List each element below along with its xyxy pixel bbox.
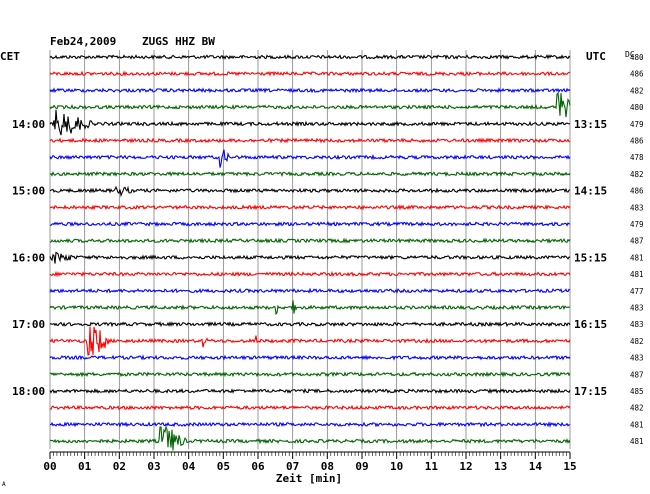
dc-offset: 481 (630, 253, 644, 262)
dc-offset: 479 (630, 220, 644, 229)
trace-11 (49, 237, 571, 244)
trace-15 (49, 300, 571, 316)
dc-label: DC (625, 50, 635, 59)
chart-date: Feb24,2009 (50, 35, 116, 48)
x-tick-label: 13 (494, 460, 507, 473)
dc-offset: 482 (630, 86, 644, 95)
right-hour-label: 15:15 (574, 251, 607, 264)
x-tick-label: 12 (459, 460, 472, 473)
x-axis: 00 01 02 03 04 05 06 07 08 09 10 11 12 13 14 15 (43, 451, 577, 473)
trace-9 (49, 204, 571, 211)
dc-offset: 482 (630, 404, 644, 413)
trace-18 (49, 354, 571, 361)
dc-offset: 487 (630, 237, 644, 246)
x-tick-label: 11 (425, 460, 439, 473)
dc-offset: 477 (630, 287, 644, 296)
left-hour-labels: 14:00 15:00 16:00 17:00 18:00 (12, 118, 45, 398)
right-hour-label: 14:15 (574, 185, 607, 198)
dc-offset: 480 (630, 53, 644, 62)
dc-offset: 486 (630, 70, 644, 79)
dc-offset: 482 (630, 170, 644, 179)
trace-20 (49, 387, 571, 395)
x-tick-label: 01 (78, 460, 92, 473)
trace-3 (49, 91, 571, 118)
x-tick-label: 03 (147, 460, 160, 473)
x-tick-label: 15 (563, 460, 576, 473)
left-hour-label: 15:00 (12, 185, 45, 198)
x-tick-label: 05 (217, 460, 230, 473)
right-hour-labels: 13:15 14:15 15:15 16:15 17:15 (574, 118, 607, 398)
right-hour-label: 13:15 (574, 118, 607, 131)
dc-offset: 481 (630, 437, 644, 446)
chart-station: ZUGS HHZ BW (142, 35, 215, 48)
trace-12 (49, 251, 571, 264)
trace-4 (49, 109, 571, 136)
trace-10 (49, 220, 571, 228)
left-timezone: CET (0, 50, 20, 63)
dc-offset: 480 (630, 103, 644, 112)
trace-7 (49, 170, 571, 178)
x-tick-label: 04 (182, 460, 196, 473)
time-grid (49, 50, 571, 450)
trace-6 (49, 149, 571, 168)
dc-offset: 479 (630, 120, 644, 129)
trace-13 (49, 270, 571, 278)
dc-offset: 482 (630, 337, 644, 346)
left-hour-label: 17:00 (12, 318, 45, 331)
trace-19 (49, 371, 571, 378)
dc-offset: 483 (630, 304, 644, 313)
x-tick-label: 07 (286, 460, 299, 473)
left-hour-label: 16:00 (12, 251, 45, 264)
dc-offset: 487 (630, 370, 644, 379)
right-hour-label: 17:15 (574, 385, 607, 398)
x-tick-label: 14 (529, 460, 543, 473)
trace-2 (49, 87, 571, 94)
trace-21 (49, 404, 571, 411)
dc-offsets: 480 486 482 480 479 486 478 482 486 483 479 487 481 4… (630, 53, 644, 446)
dc-offset: 485 (630, 387, 644, 396)
trace-1 (49, 70, 571, 77)
trace-0 (49, 54, 571, 60)
right-timezone: UTC (586, 50, 606, 63)
trace-5 (49, 137, 571, 144)
dc-offset: 486 (630, 187, 644, 196)
x-tick-label: 00 (43, 460, 56, 473)
x-axis-label: Zeit [min] (276, 472, 342, 485)
x-tick-label: 09 (355, 460, 368, 473)
trace-16 (49, 321, 571, 328)
trace-14 (49, 287, 571, 294)
left-hour-label: 18:00 (12, 385, 45, 398)
x-tick-label: 06 (251, 460, 265, 473)
trace-22 (49, 421, 571, 428)
dc-offset: 483 (630, 203, 644, 212)
dc-offset: 483 (630, 354, 644, 363)
dc-offset: 481 (630, 420, 644, 429)
left-hour-label: 14:00 (12, 118, 45, 131)
dc-offset: 486 (630, 137, 644, 146)
dc-offset: 481 (630, 270, 644, 279)
dc-offset: 483 (630, 320, 644, 329)
x-tick-label: 10 (390, 460, 403, 473)
right-hour-label: 16:15 (574, 318, 607, 331)
traces (49, 54, 571, 451)
corner-mark: A (2, 481, 6, 488)
x-tick-label: 02 (113, 460, 126, 473)
trace-23 (49, 425, 571, 451)
dc-offset: 478 (630, 153, 644, 162)
trace-8 (49, 185, 571, 198)
x-tick-label: 08 (321, 460, 334, 473)
trace-17 (49, 326, 571, 356)
